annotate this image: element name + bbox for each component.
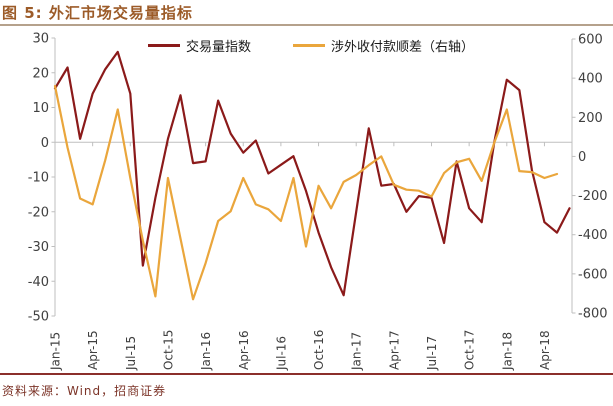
left-axis-tick-label: 20 bbox=[32, 66, 49, 81]
left-axis-tick-label: 30 bbox=[32, 32, 49, 47]
surplus-legend-swatch bbox=[293, 44, 326, 47]
left-axis-tick-label: -10 bbox=[28, 171, 49, 186]
left-axis-tick-label: 0 bbox=[41, 136, 49, 151]
volume-index-legend-swatch bbox=[148, 44, 180, 47]
right-axis-tick-label: -400 bbox=[578, 228, 608, 243]
x-axis-tick-label: Jul-16 bbox=[274, 336, 288, 371]
right-axis-tick-label: 400 bbox=[578, 72, 603, 87]
data-source-note: 资料来源：Wind，招商证券 bbox=[2, 384, 167, 398]
x-axis-tick-label: Oct-17 bbox=[463, 330, 477, 370]
left-axis-tick-label: -40 bbox=[28, 275, 49, 290]
left-axis-tick-label: -50 bbox=[28, 310, 49, 325]
x-axis-tick-label: Jul-17 bbox=[425, 336, 439, 371]
x-axis-tick-label: Jan-17 bbox=[350, 332, 364, 371]
left-axis-tick-label: -20 bbox=[28, 205, 49, 220]
right-axis-tick-label: -200 bbox=[578, 189, 608, 204]
right-axis-tick-label: 0 bbox=[578, 150, 586, 165]
right-axis-tick-label: 200 bbox=[578, 111, 603, 126]
x-axis-tick-label: Apr-18 bbox=[538, 330, 552, 370]
chart-legend: 交易量指数 涉外收付款顺差（右轴） bbox=[148, 36, 474, 55]
x-axis-tick-label: Jul-15 bbox=[124, 336, 138, 371]
x-axis-tick-label: Apr-15 bbox=[86, 330, 100, 370]
surplus-line bbox=[53, 84, 559, 301]
figure-footer: 资料来源：Wind，招商证券 bbox=[0, 373, 613, 404]
figure-header: 图 5: 外汇市场交易量指标 bbox=[0, 0, 613, 26]
legend-item-volume-index: 交易量指数 bbox=[148, 36, 251, 55]
x-axis-tick-label: Jan-15 bbox=[49, 332, 63, 371]
left-axis-tick-label: -30 bbox=[28, 240, 49, 255]
volume-index-legend-label: 交易量指数 bbox=[186, 40, 252, 55]
right-axis-tick-label: -600 bbox=[578, 267, 608, 282]
right-axis-tick-label: -800 bbox=[578, 306, 608, 321]
x-axis-tick-label: Apr-17 bbox=[387, 330, 401, 370]
surplus-legend-label: 涉外收付款顺差（右轴） bbox=[331, 40, 475, 55]
x-axis-tick-label: Jan-16 bbox=[199, 332, 213, 371]
figure-title: 图 5: 外汇市场交易量指标 bbox=[2, 4, 193, 22]
volume-index-line bbox=[53, 50, 571, 297]
chart-canvas: 30 20 10 0 -10 -20 -30 -40 -50 600 400 200 0 -200 -400… bbox=[28, 32, 608, 372]
chart-area: 30 20 10 0 -10 -20 -30 -40 -50 600 400 200 0 -200 -400… bbox=[0, 26, 613, 373]
right-axis-tick-label: 600 bbox=[578, 33, 603, 48]
x-axis-tick-label: Apr-16 bbox=[237, 330, 251, 370]
x-axis-tick-label: Oct-16 bbox=[312, 330, 326, 370]
legend-item-surplus: 涉外收付款顺差（右轴） bbox=[293, 36, 474, 55]
x-axis-tick-label: Jan-18 bbox=[500, 332, 514, 371]
x-axis-tick-label: Oct-15 bbox=[161, 330, 175, 370]
left-axis-tick-label: 10 bbox=[32, 101, 49, 116]
